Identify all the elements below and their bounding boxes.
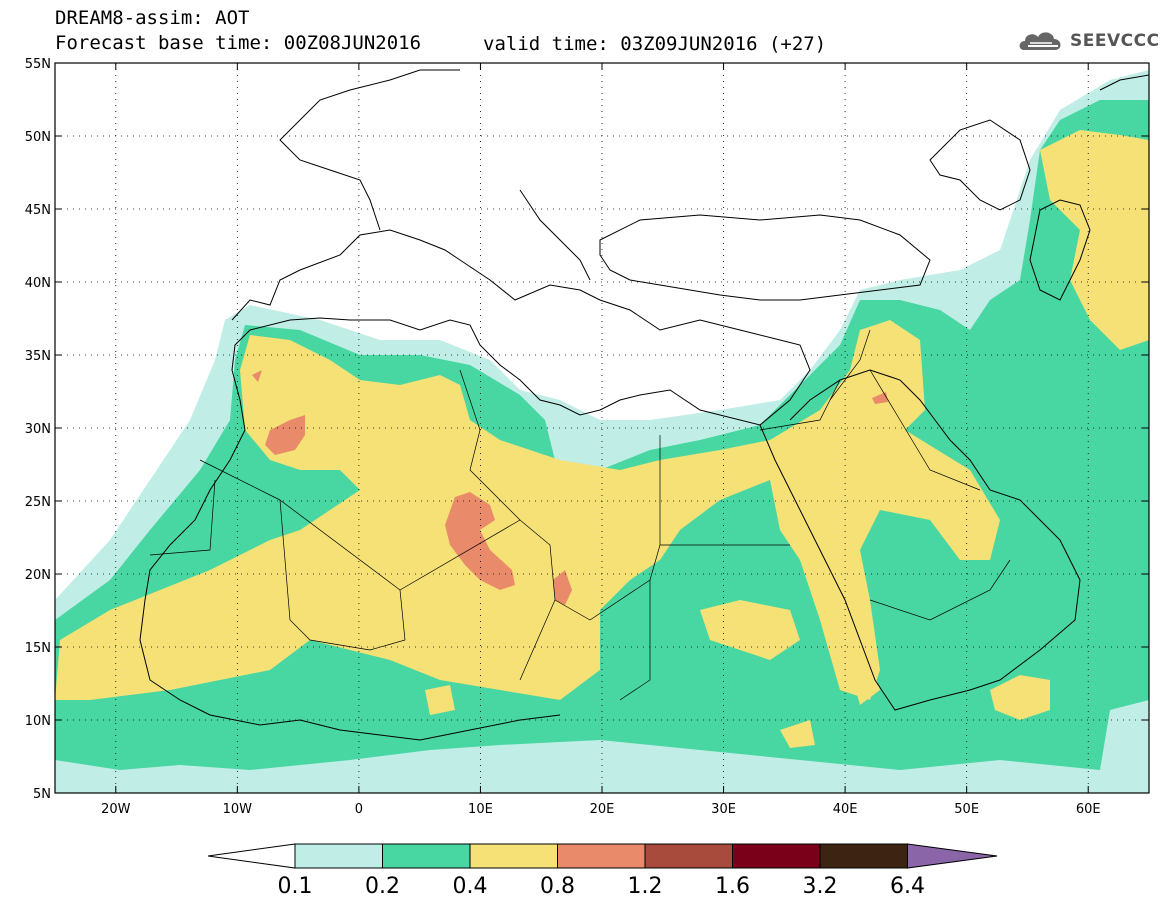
- colorbar-segment: [557, 843, 646, 869]
- lat-tick-label: 10N: [25, 714, 51, 729]
- colorbar-label: 0.2: [365, 874, 400, 899]
- lat-tick-label: 50N: [25, 130, 51, 145]
- colorbar-label: 3.2: [803, 874, 838, 899]
- colorbar-max-triangle: [907, 843, 998, 869]
- lon-tick-label: 50E: [954, 802, 979, 817]
- lat-tick-label: 30N: [25, 422, 51, 437]
- colorbar-label: 1.2: [628, 874, 663, 899]
- colorbar-segment: [732, 843, 821, 869]
- axis-ticks: 20W 10W 0 10E 20E 30E 40E 50E 60E 55N 50N 45N 40N 35N…: [25, 57, 1149, 817]
- colorbar-segment: [819, 843, 908, 869]
- seevccc-logo: [1019, 32, 1061, 50]
- lat-tick-label: 20N: [25, 568, 51, 583]
- colorbar-label: 0.4: [453, 874, 488, 899]
- country-borders: [149, 329, 1011, 701]
- lon-tick-label: 0: [355, 802, 363, 817]
- colorbar-segment: [469, 843, 558, 869]
- colorbar-segment: [644, 843, 733, 869]
- aot-band-0.4: [55, 130, 1149, 748]
- map-title: DREAM8-assim: AOT: [55, 7, 250, 29]
- colorbar-segment: [294, 843, 383, 869]
- lat-tick-label: 5N: [33, 787, 51, 802]
- coastlines: [139, 69, 1149, 741]
- colorbar-label: 1.6: [715, 874, 750, 899]
- lat-tick-label: 55N: [25, 57, 51, 72]
- lon-tick-label: 10E: [468, 802, 493, 817]
- lat-tick-label: 15N: [25, 641, 51, 656]
- lon-tick-label: 20W: [101, 802, 131, 817]
- lon-tick-label: 20E: [590, 802, 615, 817]
- colorbar: 0.1 0.2 0.4 0.8 1.2 1.6 3.2 6.4: [207, 843, 998, 899]
- colorbar-segment: [382, 843, 471, 869]
- lon-tick-label: 30E: [711, 802, 736, 817]
- colorbar-label: 0.1: [278, 874, 313, 899]
- lat-tick-label: 45N: [25, 203, 51, 218]
- lat-tick-label: 40N: [25, 276, 51, 291]
- colorbar-label: 6.4: [890, 874, 925, 899]
- aot-band-0.8: [252, 370, 888, 605]
- lon-tick-label: 60E: [1076, 802, 1101, 817]
- colorbar-label: 0.8: [540, 874, 575, 899]
- gridlines: [55, 63, 1149, 793]
- lon-tick-label: 10W: [223, 802, 253, 817]
- forecast-base-time: Forecast base time: 00Z08JUN2016: [55, 32, 422, 54]
- lat-tick-label: 35N: [25, 349, 51, 364]
- logo-text: SEEVCCC: [1070, 31, 1160, 51]
- valid-time: valid time: 03Z09JUN2016 (+27): [483, 33, 827, 55]
- colorbar-min-triangle: [207, 843, 296, 869]
- lon-tick-label: 40E: [833, 802, 858, 817]
- lat-tick-label: 25N: [25, 495, 51, 510]
